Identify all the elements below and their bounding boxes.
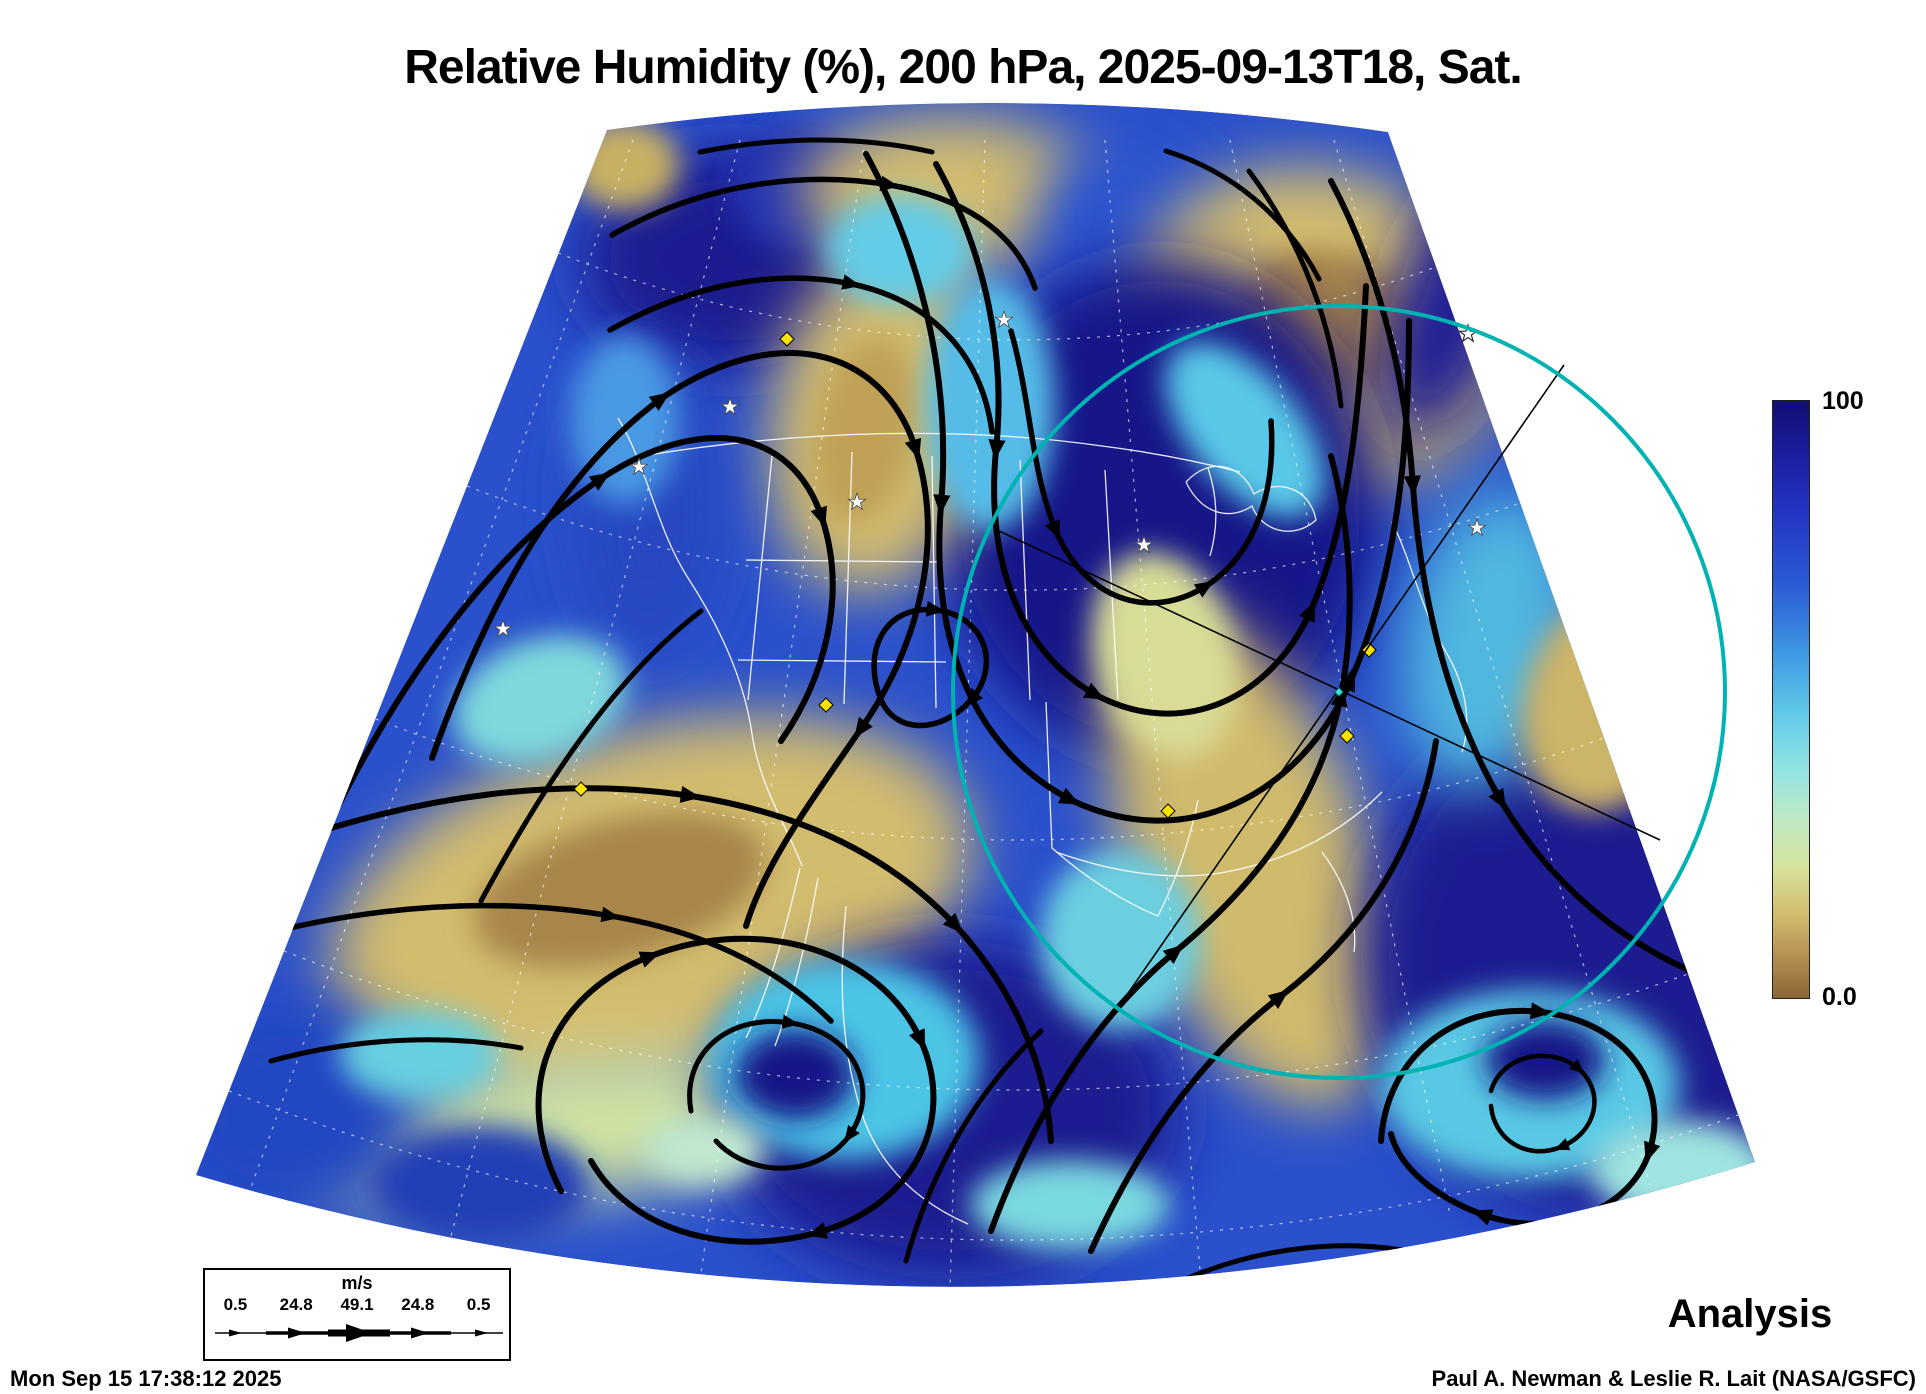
humidity-field [196, 102, 1755, 1287]
range-circle [951, 304, 1727, 1080]
wind-arrow-scale [215, 1324, 503, 1342]
wind-streamlines [253, 137, 1694, 1284]
colorbar [1772, 400, 1810, 999]
colorbar-max-label: 100 [1822, 387, 1864, 415]
wind-speed-legend: m/s 0.5 24.8 49.1 24.8 0.5 [203, 1268, 511, 1361]
page-title: Relative Humidity (%), 200 hPa, 2025-09-… [404, 41, 1523, 94]
wind-legend-unit: m/s [341, 1273, 373, 1293]
arrow-medium-right [411, 1327, 429, 1339]
arrow-small-left [229, 1329, 242, 1337]
wind-legend-value: 24.8 [401, 1295, 435, 1314]
crosshair-line-2 [996, 529, 1661, 841]
wind-legend-value: 49.1 [340, 1295, 374, 1314]
analysis-label: Analysis [1667, 1292, 1833, 1336]
arrow-medium-left [288, 1327, 306, 1339]
timestamp: Mon Sep 15 17:38:12 2025 [10, 1366, 282, 1391]
credit: Paul A. Newman & Leslie R. Lait (NASA/GS… [1431, 1366, 1916, 1391]
crosshair-line-1 [1105, 364, 1565, 1026]
range-circle-overlay [951, 304, 1727, 1080]
wind-legend-value: 24.8 [279, 1295, 313, 1314]
wind-legend-value: 0.5 [466, 1295, 491, 1314]
wind-legend-value: 0.5 [223, 1295, 248, 1314]
colorbar-min-label: 0.0 [1822, 983, 1857, 1011]
wind-legend-values: 0.5 24.8 49.1 24.8 0.5 [205, 1295, 509, 1315]
arrow-large-center [346, 1324, 372, 1342]
arrow-small-right [475, 1329, 488, 1337]
